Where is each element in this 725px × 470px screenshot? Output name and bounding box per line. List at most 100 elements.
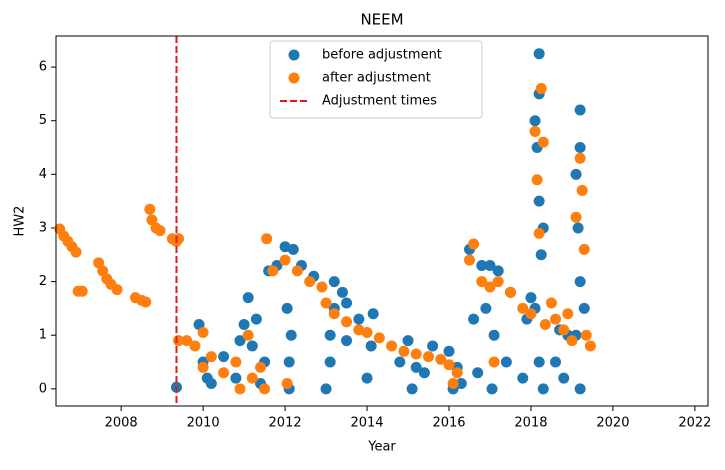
point — [242, 292, 254, 304]
legend-label: after adjustment — [322, 71, 431, 86]
point — [533, 195, 545, 207]
point — [525, 292, 537, 304]
point — [336, 286, 348, 298]
point — [283, 356, 295, 368]
point — [531, 174, 543, 186]
y-axis-label: HW2 — [13, 206, 28, 237]
point — [443, 359, 455, 371]
legend-box — [269, 40, 483, 119]
point — [218, 351, 230, 363]
point — [468, 313, 480, 325]
point — [320, 383, 332, 395]
point — [234, 335, 246, 347]
point — [394, 356, 406, 368]
point — [580, 329, 592, 341]
point — [70, 246, 82, 258]
legend-marker — [288, 72, 300, 84]
point — [533, 48, 545, 60]
point — [218, 367, 230, 379]
point — [353, 313, 365, 325]
point — [261, 233, 273, 245]
point — [76, 285, 88, 297]
point — [545, 297, 557, 309]
x-tick-label: 2018 — [514, 416, 547, 431]
point — [537, 136, 549, 148]
point — [291, 265, 303, 277]
point — [254, 361, 266, 373]
point — [447, 377, 459, 389]
point — [418, 367, 430, 379]
point — [574, 152, 586, 164]
point — [386, 340, 398, 352]
point — [476, 260, 488, 272]
y-tick-label: 0 — [39, 381, 47, 396]
point — [472, 367, 484, 379]
x-axis-label: Year — [367, 440, 396, 455]
point — [550, 313, 562, 325]
point — [535, 83, 547, 95]
point — [234, 383, 246, 395]
point — [463, 254, 475, 266]
point — [361, 372, 373, 384]
x-tick-label: 2020 — [596, 416, 629, 431]
point — [574, 276, 586, 288]
point — [205, 351, 217, 363]
point — [140, 296, 152, 308]
point — [367, 308, 379, 320]
point — [562, 308, 574, 320]
point — [281, 302, 293, 314]
legend-label: before adjustment — [322, 48, 442, 63]
point — [574, 142, 586, 154]
point — [205, 377, 217, 389]
point — [558, 324, 570, 336]
x-tick-label: 2016 — [432, 416, 465, 431]
point — [304, 276, 316, 288]
point — [259, 383, 271, 395]
point — [539, 318, 551, 330]
point — [365, 340, 377, 352]
point — [281, 377, 293, 389]
point — [570, 168, 582, 180]
point — [484, 260, 496, 272]
point — [570, 211, 582, 223]
point — [574, 104, 586, 116]
point — [558, 372, 570, 384]
point — [476, 276, 488, 288]
y-tick-label: 4 — [39, 167, 47, 182]
point — [144, 203, 156, 215]
point — [246, 340, 258, 352]
point — [443, 345, 455, 357]
point — [230, 372, 242, 384]
point — [488, 329, 500, 341]
point — [230, 356, 242, 368]
point — [533, 227, 545, 239]
point — [488, 356, 500, 368]
legend-marker — [288, 49, 300, 61]
point — [480, 302, 492, 314]
y-tick-label: 3 — [39, 220, 47, 235]
point — [242, 329, 254, 341]
point — [468, 238, 480, 250]
point — [572, 222, 584, 234]
point — [361, 327, 373, 339]
point — [574, 383, 586, 395]
point — [423, 351, 435, 363]
point — [285, 329, 297, 341]
point — [238, 318, 250, 330]
point — [267, 265, 279, 277]
point — [111, 284, 123, 296]
x-tick-label: 2022 — [678, 416, 711, 431]
point — [484, 281, 496, 293]
point — [250, 313, 262, 325]
y-tick-label: 5 — [39, 113, 47, 128]
point — [535, 249, 547, 261]
y-tick-label: 1 — [39, 328, 47, 343]
point — [584, 340, 596, 352]
legend-label: Adjustment times — [322, 94, 437, 109]
point — [578, 302, 590, 314]
point — [373, 332, 385, 344]
point — [328, 276, 340, 288]
point — [341, 316, 353, 328]
point — [402, 335, 414, 347]
point — [533, 356, 545, 368]
